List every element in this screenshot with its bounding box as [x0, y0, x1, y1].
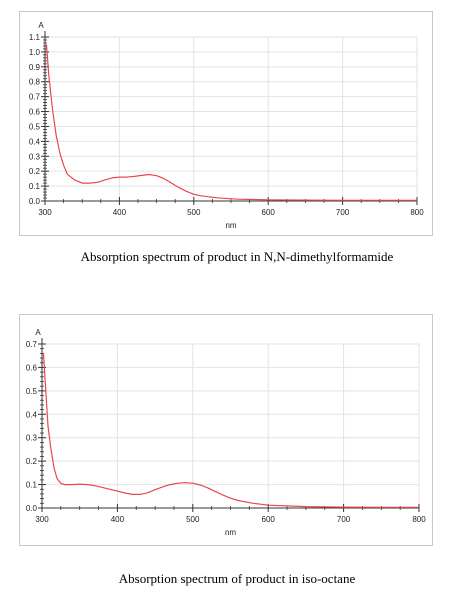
y-tick-label: 0.0 [29, 197, 41, 206]
chart-isooctane: 0.0 0.1 0.2 0.3 0.4 0.5 0.6 0.7 300 400 500 600 700 8… [26, 328, 426, 537]
x-tick-label: 700 [337, 515, 351, 524]
y-axis-label: A [38, 21, 44, 30]
x-tick-label: 800 [412, 515, 426, 524]
chart-panel-isooctane: 0.0 0.1 0.2 0.3 0.4 0.5 0.6 0.7 300 400 500 600 700 8… [19, 314, 433, 546]
y-tick-label: 0.6 [29, 108, 41, 117]
y-tick-label: 0.9 [29, 63, 41, 72]
x-axis-label: nm [225, 221, 236, 230]
y-tick-label: 0.7 [26, 340, 38, 349]
x-tick-label: 300 [35, 515, 49, 524]
y-tick-label: 0.6 [26, 363, 38, 372]
x-tick-label: 400 [113, 208, 127, 217]
chart-dmf: 0.0 0.1 0.2 0.3 0.4 0.5 0.6 0.7 0.8 0.9 1.0 1.1 300 4… [29, 21, 424, 230]
y-tick-label: 0.8 [29, 78, 41, 87]
y-tick-label: 0.3 [26, 434, 38, 443]
y-tick-label: 0.3 [29, 152, 41, 161]
y-tick-label: 0.1 [26, 481, 38, 490]
y-tick-label: 0.0 [26, 504, 38, 513]
chart-caption-dmf: Absorption spectrum of product in N,N-di… [80, 249, 394, 264]
x-tick-label: 600 [262, 208, 276, 217]
y-tick-label: 0.7 [29, 93, 41, 102]
y-tick-label: 0.4 [26, 410, 38, 419]
x-tick-label: 700 [336, 208, 350, 217]
x-tick-label: 500 [187, 208, 201, 217]
y-tick-label: 0.1 [29, 182, 41, 191]
chart-caption-isooctane: Absorption spectrum of product in iso-oc… [118, 571, 356, 586]
y-tick-label: 1.1 [29, 33, 41, 42]
x-tick-label: 500 [186, 515, 200, 524]
y-tick-label: 0.2 [26, 457, 38, 466]
y-tick-label: 0.5 [26, 387, 38, 396]
x-tick-label: 800 [410, 208, 424, 217]
x-tick-label: 400 [111, 515, 125, 524]
x-tick-label: 300 [38, 208, 52, 217]
y-tick-label: 0.5 [29, 122, 41, 131]
chart-panel-dmf: 0.0 0.1 0.2 0.3 0.4 0.5 0.6 0.7 0.8 0.9 1.0 1.1 300 4… [19, 11, 433, 236]
y-tick-label: 0.4 [29, 137, 41, 146]
x-axis-label: nm [225, 528, 236, 537]
y-tick-label: 1.0 [29, 48, 41, 57]
spectrum-line [42, 353, 419, 508]
spectrum-line [45, 44, 417, 201]
y-tick-label: 0.2 [29, 167, 41, 176]
x-tick-label: 600 [262, 515, 276, 524]
y-axis-label: A [35, 328, 41, 337]
